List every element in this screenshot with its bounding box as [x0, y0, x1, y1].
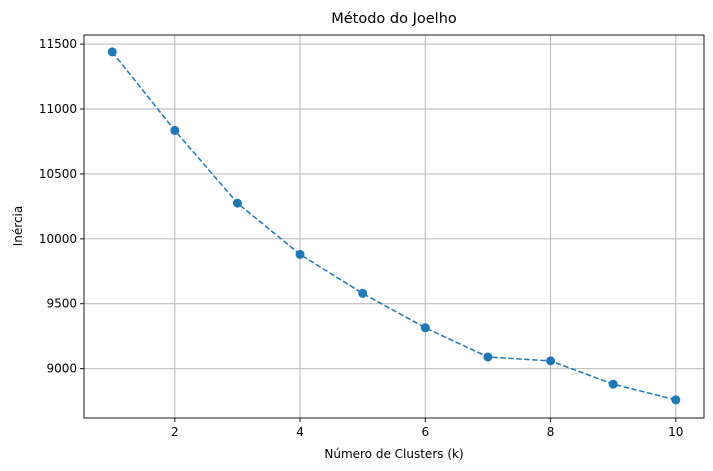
y-tick-label: 9500 [46, 297, 77, 311]
x-tick-label: 6 [421, 425, 429, 439]
data-point [232, 198, 242, 208]
x-tick-label: 4 [296, 425, 304, 439]
data-point [608, 379, 618, 389]
y-tick-label: 9000 [46, 362, 77, 376]
ticks: 2 4 6 8 10 9000 9500 10000 10500 11000 11500 [39, 37, 684, 439]
y-axis-label: Inércia [11, 206, 25, 246]
y-tick-label: 10500 [39, 167, 77, 181]
x-tick-label: 8 [547, 425, 555, 439]
x-tick-label: 10 [668, 425, 683, 439]
data-point [483, 352, 493, 362]
data-point [420, 323, 430, 333]
chart-title: Método do Joelho [331, 11, 457, 27]
data-point [170, 125, 180, 135]
x-tick-label: 2 [171, 425, 179, 439]
series-line [111, 51, 676, 401]
y-tick-label: 11000 [39, 102, 77, 116]
data-point [546, 356, 556, 366]
grid [84, 35, 704, 418]
data-point [671, 395, 681, 405]
data-point [358, 288, 368, 298]
data-point [295, 249, 305, 259]
series-layer [107, 47, 681, 405]
y-tick-label: 10000 [39, 232, 77, 246]
x-axis-label: Número de Clusters (k) [324, 447, 463, 461]
data-point [107, 47, 117, 57]
y-tick-label: 11500 [39, 37, 77, 51]
plot-frame [83, 34, 705, 419]
